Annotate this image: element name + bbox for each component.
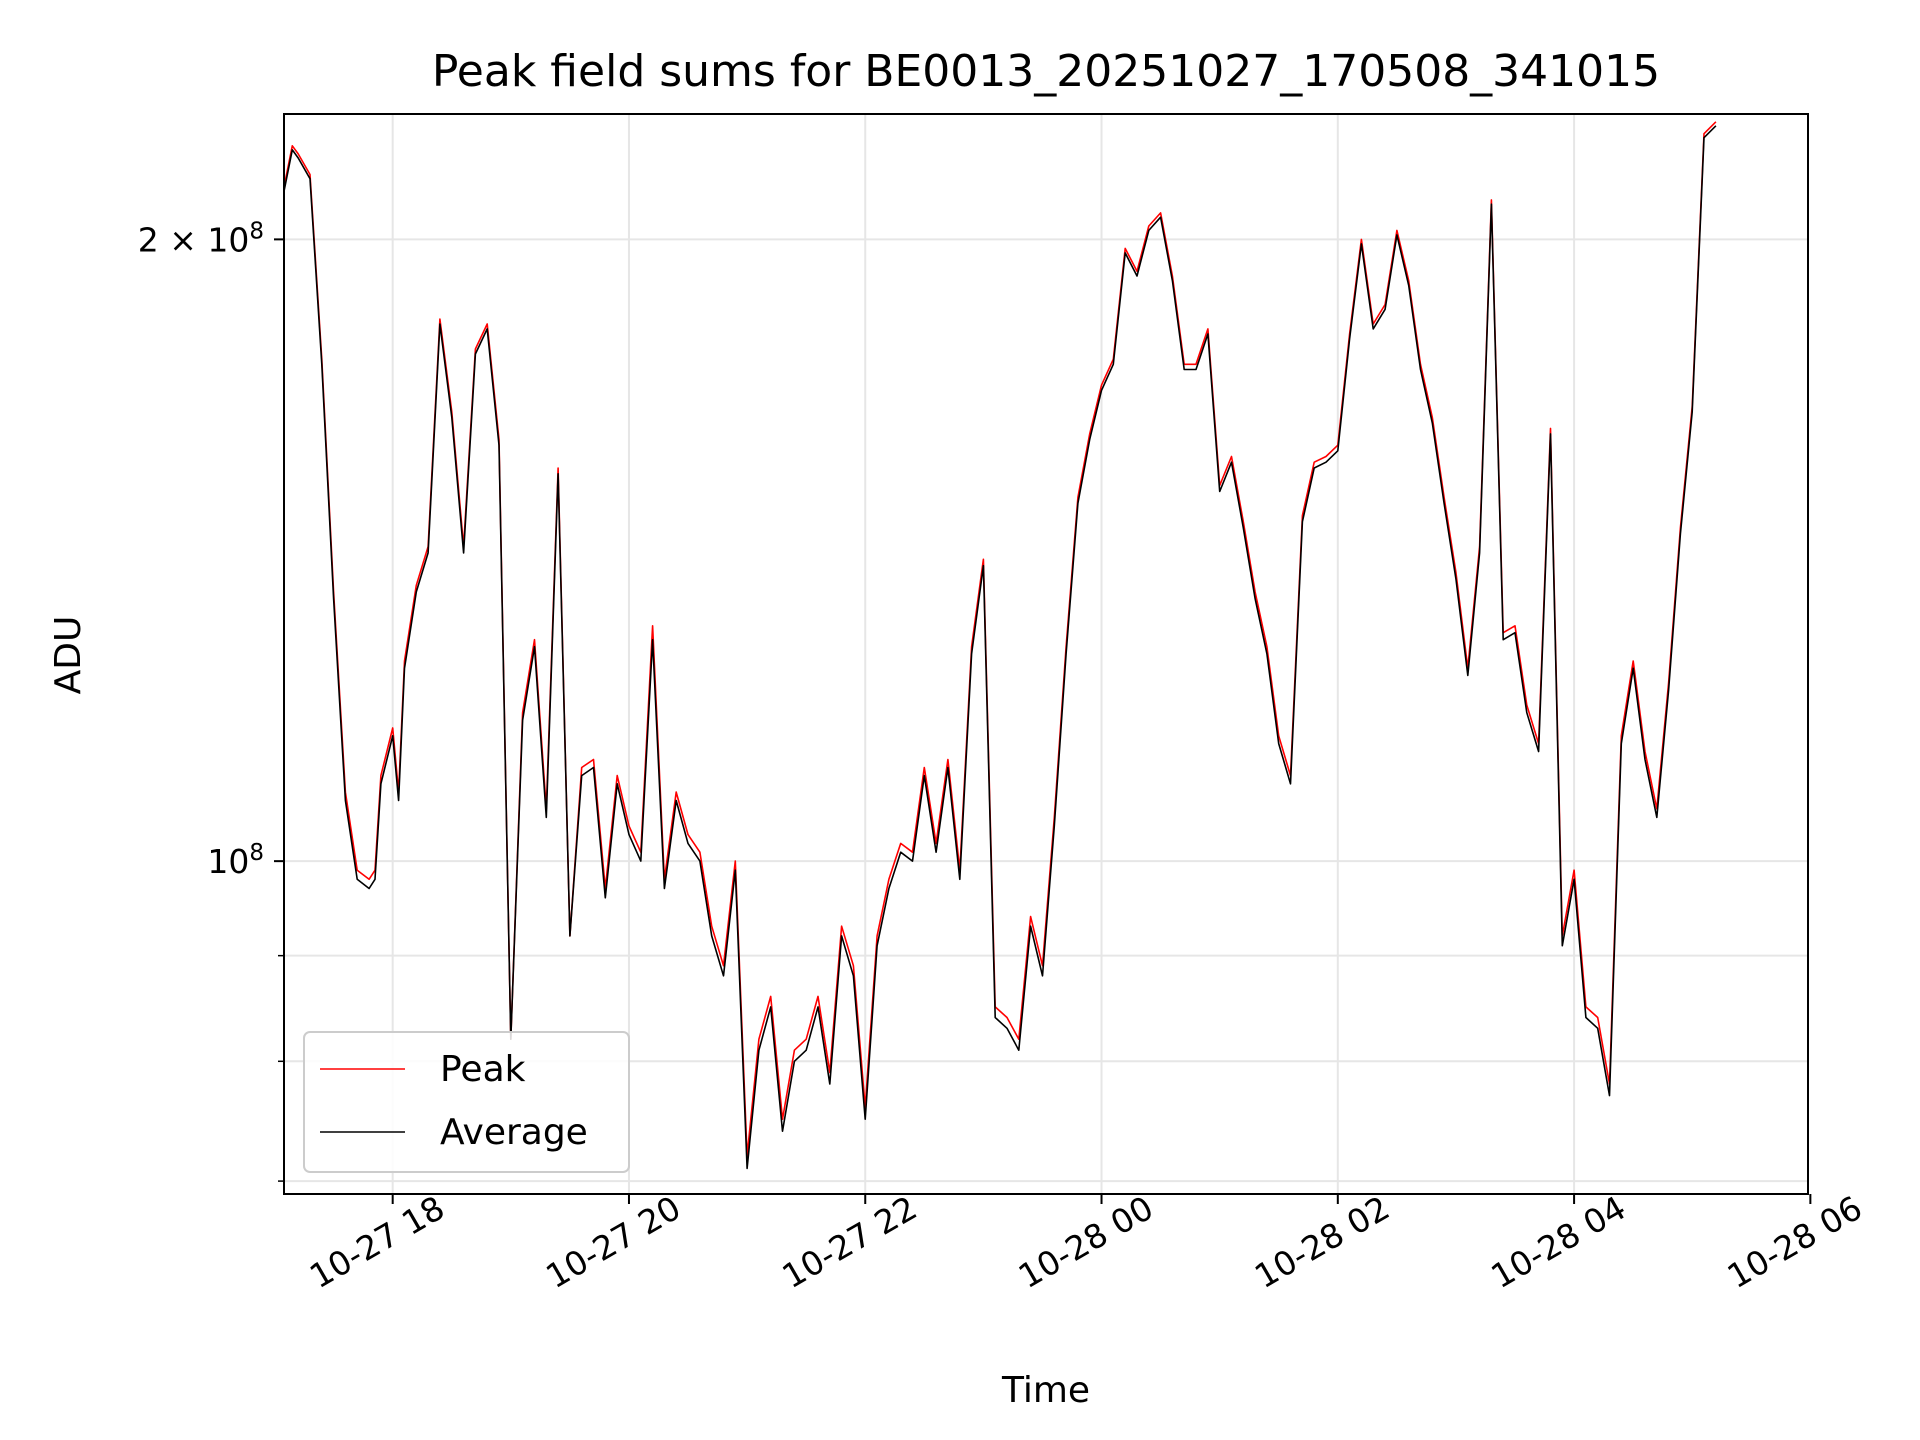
y-tick-label-mult: 2 ×	[138, 220, 208, 259]
y-tick-label: 2 × 108	[138, 218, 264, 259]
legend-average-label: Average	[440, 1112, 588, 1153]
chart-title: Peak field sums for BE0013_20251027_1705…	[432, 46, 1660, 97]
plot-area-frame	[283, 113, 1809, 1195]
legend: Peak Average	[303, 1031, 630, 1173]
x-axis-label: Time	[1001, 1370, 1090, 1411]
y-axis-label: ADU	[48, 616, 89, 695]
series-layer	[284, 121, 1717, 1170]
legend-peak-label: Peak	[440, 1049, 526, 1090]
y-tick-label-base: 10	[207, 220, 249, 259]
y-tick-label-exp: 8	[249, 218, 264, 244]
series-line-average	[284, 125, 1717, 1170]
y-tick-label-base: 10	[207, 842, 249, 881]
y-tick-label: 108	[207, 840, 264, 881]
grid-lines	[284, 114, 1808, 1194]
legend-box	[303, 1031, 630, 1173]
y-tick-label-exp: 8	[249, 840, 264, 866]
